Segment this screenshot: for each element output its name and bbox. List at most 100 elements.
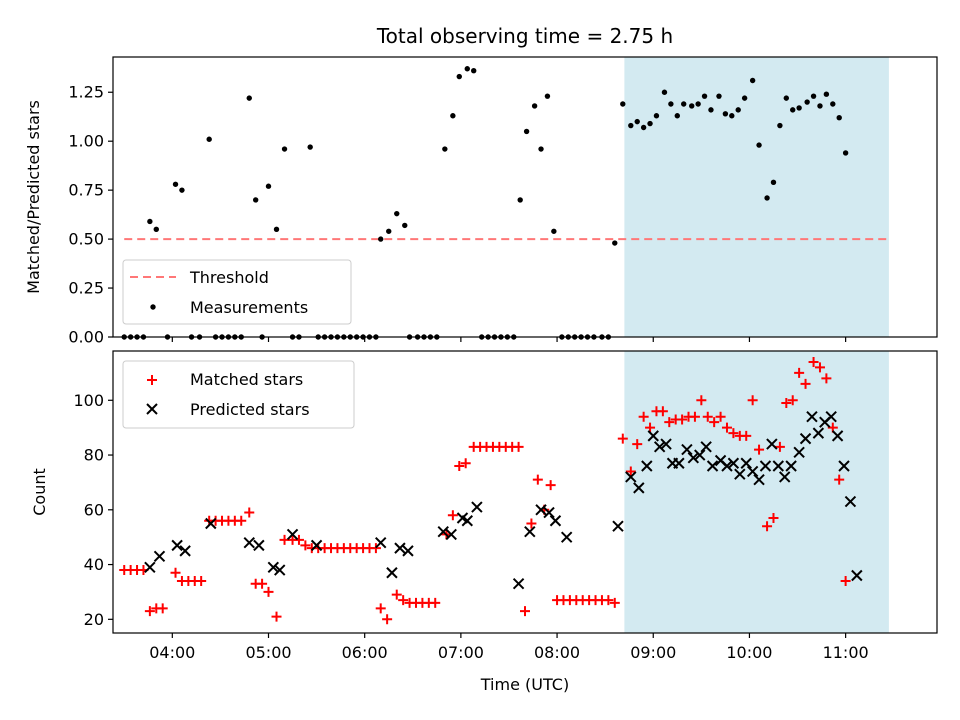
legend-matched-swatch (147, 375, 157, 385)
data-point (753, 473, 765, 486)
data-point (702, 411, 713, 422)
data-point (838, 460, 850, 472)
data-point (812, 427, 825, 439)
data-point (647, 120, 653, 127)
data-point (620, 101, 626, 107)
data-point (799, 432, 812, 445)
data-point (206, 136, 212, 142)
data-point (825, 411, 837, 423)
data-point (728, 428, 739, 439)
data-point (696, 395, 707, 406)
data-point (236, 515, 247, 526)
y-tick-label: 40 (84, 555, 104, 574)
x-tick-label: 10:00 (726, 643, 772, 662)
data-point (437, 525, 449, 538)
axes-frame (112, 56, 938, 338)
data-point (246, 95, 252, 101)
data-point (179, 545, 191, 557)
data-point (741, 430, 752, 441)
axes-frame (112, 350, 938, 634)
data-point (447, 510, 458, 521)
y-axis-label: Matched/Predicted stars (24, 100, 43, 294)
data-point (806, 411, 818, 423)
data-point (804, 99, 810, 105)
data-point (721, 460, 733, 472)
chart-title: Total observing time = 2.75 h (376, 24, 673, 48)
data-point (793, 446, 805, 459)
data-point (778, 471, 791, 483)
data-point (796, 105, 802, 111)
data-point (746, 465, 759, 478)
data-point (759, 460, 772, 472)
data-point (749, 77, 756, 84)
data-point (694, 449, 706, 461)
data-point (442, 146, 448, 152)
data-point (800, 378, 811, 389)
data-point (625, 466, 636, 477)
data-point (205, 517, 217, 530)
data-point (715, 411, 726, 422)
data-point (721, 422, 732, 433)
data-point (543, 506, 555, 519)
data-point (617, 433, 628, 444)
legend: Matched stars Predicted stars (122, 360, 355, 429)
data-point (370, 543, 381, 554)
data-point (709, 417, 720, 428)
legend-measurements-label: Measurements (190, 298, 308, 317)
data-point (840, 575, 851, 586)
data-point (625, 471, 637, 483)
data-point (661, 89, 668, 95)
data-point (657, 406, 668, 417)
data-point (764, 195, 770, 201)
data-point (781, 398, 792, 409)
data-point (762, 521, 773, 532)
data-point (740, 457, 752, 469)
legend-matched-label: Matched stars (190, 370, 303, 389)
data-point (430, 597, 441, 608)
data-point (810, 93, 817, 99)
x-tick-label: 06:00 (342, 643, 388, 662)
data-point (823, 91, 830, 97)
data-point (375, 536, 387, 549)
data-point (281, 146, 288, 152)
x-tick-label: 04:00 (149, 643, 195, 662)
data-point (790, 107, 796, 113)
data-point (375, 603, 386, 614)
y-tick-label: 80 (84, 446, 104, 465)
data-point (735, 107, 741, 113)
data-point (460, 458, 471, 469)
series-measurements (121, 66, 849, 340)
data-point (544, 93, 551, 99)
data-point (681, 101, 687, 107)
data-point (307, 144, 313, 150)
data-point (531, 103, 538, 109)
data-point (265, 183, 272, 189)
data-point (770, 179, 777, 186)
data-point (253, 539, 265, 552)
data-point (766, 438, 778, 450)
data-point (851, 569, 863, 582)
x-tick-label: 08:00 (534, 643, 580, 662)
data-point (293, 534, 304, 545)
data-point (398, 595, 409, 606)
data-point (634, 118, 640, 125)
data-point (461, 515, 473, 527)
data-point (708, 107, 714, 113)
data-point (386, 228, 392, 234)
data-point (836, 114, 842, 121)
x-tick-label: 09:00 (630, 643, 676, 662)
data-point (523, 128, 530, 135)
data-point (821, 373, 832, 384)
data-point (526, 518, 537, 529)
y-tick-label: 20 (84, 610, 104, 629)
data-point (243, 536, 255, 549)
data-point (524, 525, 536, 538)
bottom-panel-counts: 20 40 60 80 100 04:00 05:00 06:00 07:00 08:00 09:0… (30, 350, 938, 694)
data-point (722, 111, 729, 117)
data-point (172, 181, 179, 187)
x-tick-label: 11:00 (823, 643, 869, 662)
data-point (456, 73, 462, 80)
data-point (689, 411, 700, 422)
data-point (560, 531, 573, 543)
data-point (645, 422, 656, 433)
